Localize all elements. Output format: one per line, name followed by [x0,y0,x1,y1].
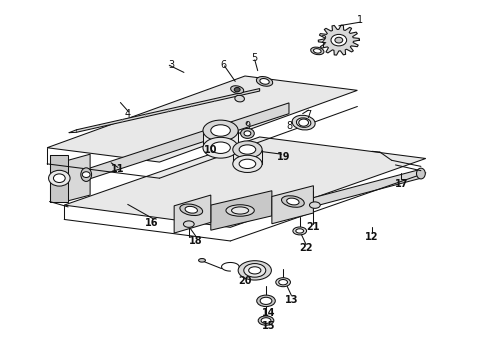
Text: 7: 7 [305,111,312,121]
Ellipse shape [311,47,324,55]
Ellipse shape [233,141,262,158]
Text: 1: 1 [357,15,363,26]
Circle shape [244,131,251,136]
Ellipse shape [296,229,304,233]
Circle shape [335,37,343,43]
Ellipse shape [183,221,194,227]
Ellipse shape [231,86,244,94]
Ellipse shape [260,78,269,84]
Polygon shape [68,154,90,201]
Circle shape [331,35,346,46]
Text: 8: 8 [286,121,292,131]
Ellipse shape [257,295,275,307]
Ellipse shape [261,318,271,323]
Ellipse shape [296,118,311,127]
Ellipse shape [185,206,197,213]
Text: 21: 21 [307,222,320,231]
Ellipse shape [279,279,288,285]
Circle shape [299,119,309,126]
Ellipse shape [314,49,321,53]
Text: 22: 22 [299,243,313,253]
Text: 16: 16 [146,218,159,228]
Ellipse shape [258,316,274,325]
Polygon shape [86,103,289,180]
Ellipse shape [238,261,271,280]
Text: 12: 12 [365,232,379,242]
Ellipse shape [211,142,230,153]
Polygon shape [272,186,314,224]
Ellipse shape [276,278,291,287]
Ellipse shape [211,125,230,136]
Ellipse shape [233,155,262,172]
Text: 15: 15 [262,321,275,331]
Polygon shape [49,155,68,202]
Ellipse shape [180,204,203,216]
Ellipse shape [244,264,266,277]
Text: 14: 14 [262,308,275,318]
Ellipse shape [235,95,245,102]
Ellipse shape [260,297,272,305]
Text: 5: 5 [252,53,258,63]
Polygon shape [203,131,238,148]
Ellipse shape [203,137,238,158]
Circle shape [53,174,65,183]
Text: 2: 2 [320,35,326,45]
Text: 10: 10 [204,144,218,154]
Ellipse shape [281,196,304,207]
Text: 17: 17 [394,179,408,189]
Text: 11: 11 [111,164,125,174]
Polygon shape [174,195,211,233]
Ellipse shape [287,198,299,205]
Ellipse shape [226,205,254,216]
Circle shape [241,129,254,138]
Ellipse shape [239,145,256,154]
Text: 4: 4 [124,109,131,119]
Text: 6: 6 [220,60,226,70]
Text: 13: 13 [285,295,298,305]
Polygon shape [318,25,359,55]
Ellipse shape [293,227,307,235]
Ellipse shape [416,168,425,179]
Ellipse shape [203,120,238,141]
Ellipse shape [310,202,320,208]
Text: 19: 19 [277,152,291,162]
Text: 18: 18 [189,236,203,246]
Ellipse shape [81,168,92,181]
Text: 20: 20 [238,276,252,286]
Polygon shape [76,89,260,132]
Ellipse shape [248,267,261,274]
Text: 3: 3 [169,60,175,70]
Polygon shape [211,191,272,230]
Circle shape [82,172,90,177]
Ellipse shape [256,77,273,86]
Ellipse shape [239,159,256,168]
Polygon shape [233,149,262,164]
Circle shape [234,87,240,92]
Ellipse shape [198,258,205,262]
Polygon shape [299,169,421,211]
Ellipse shape [232,207,248,214]
Circle shape [49,170,70,186]
Ellipse shape [292,115,315,130]
Polygon shape [47,76,357,162]
Text: 9: 9 [245,121,250,131]
Polygon shape [64,137,426,227]
